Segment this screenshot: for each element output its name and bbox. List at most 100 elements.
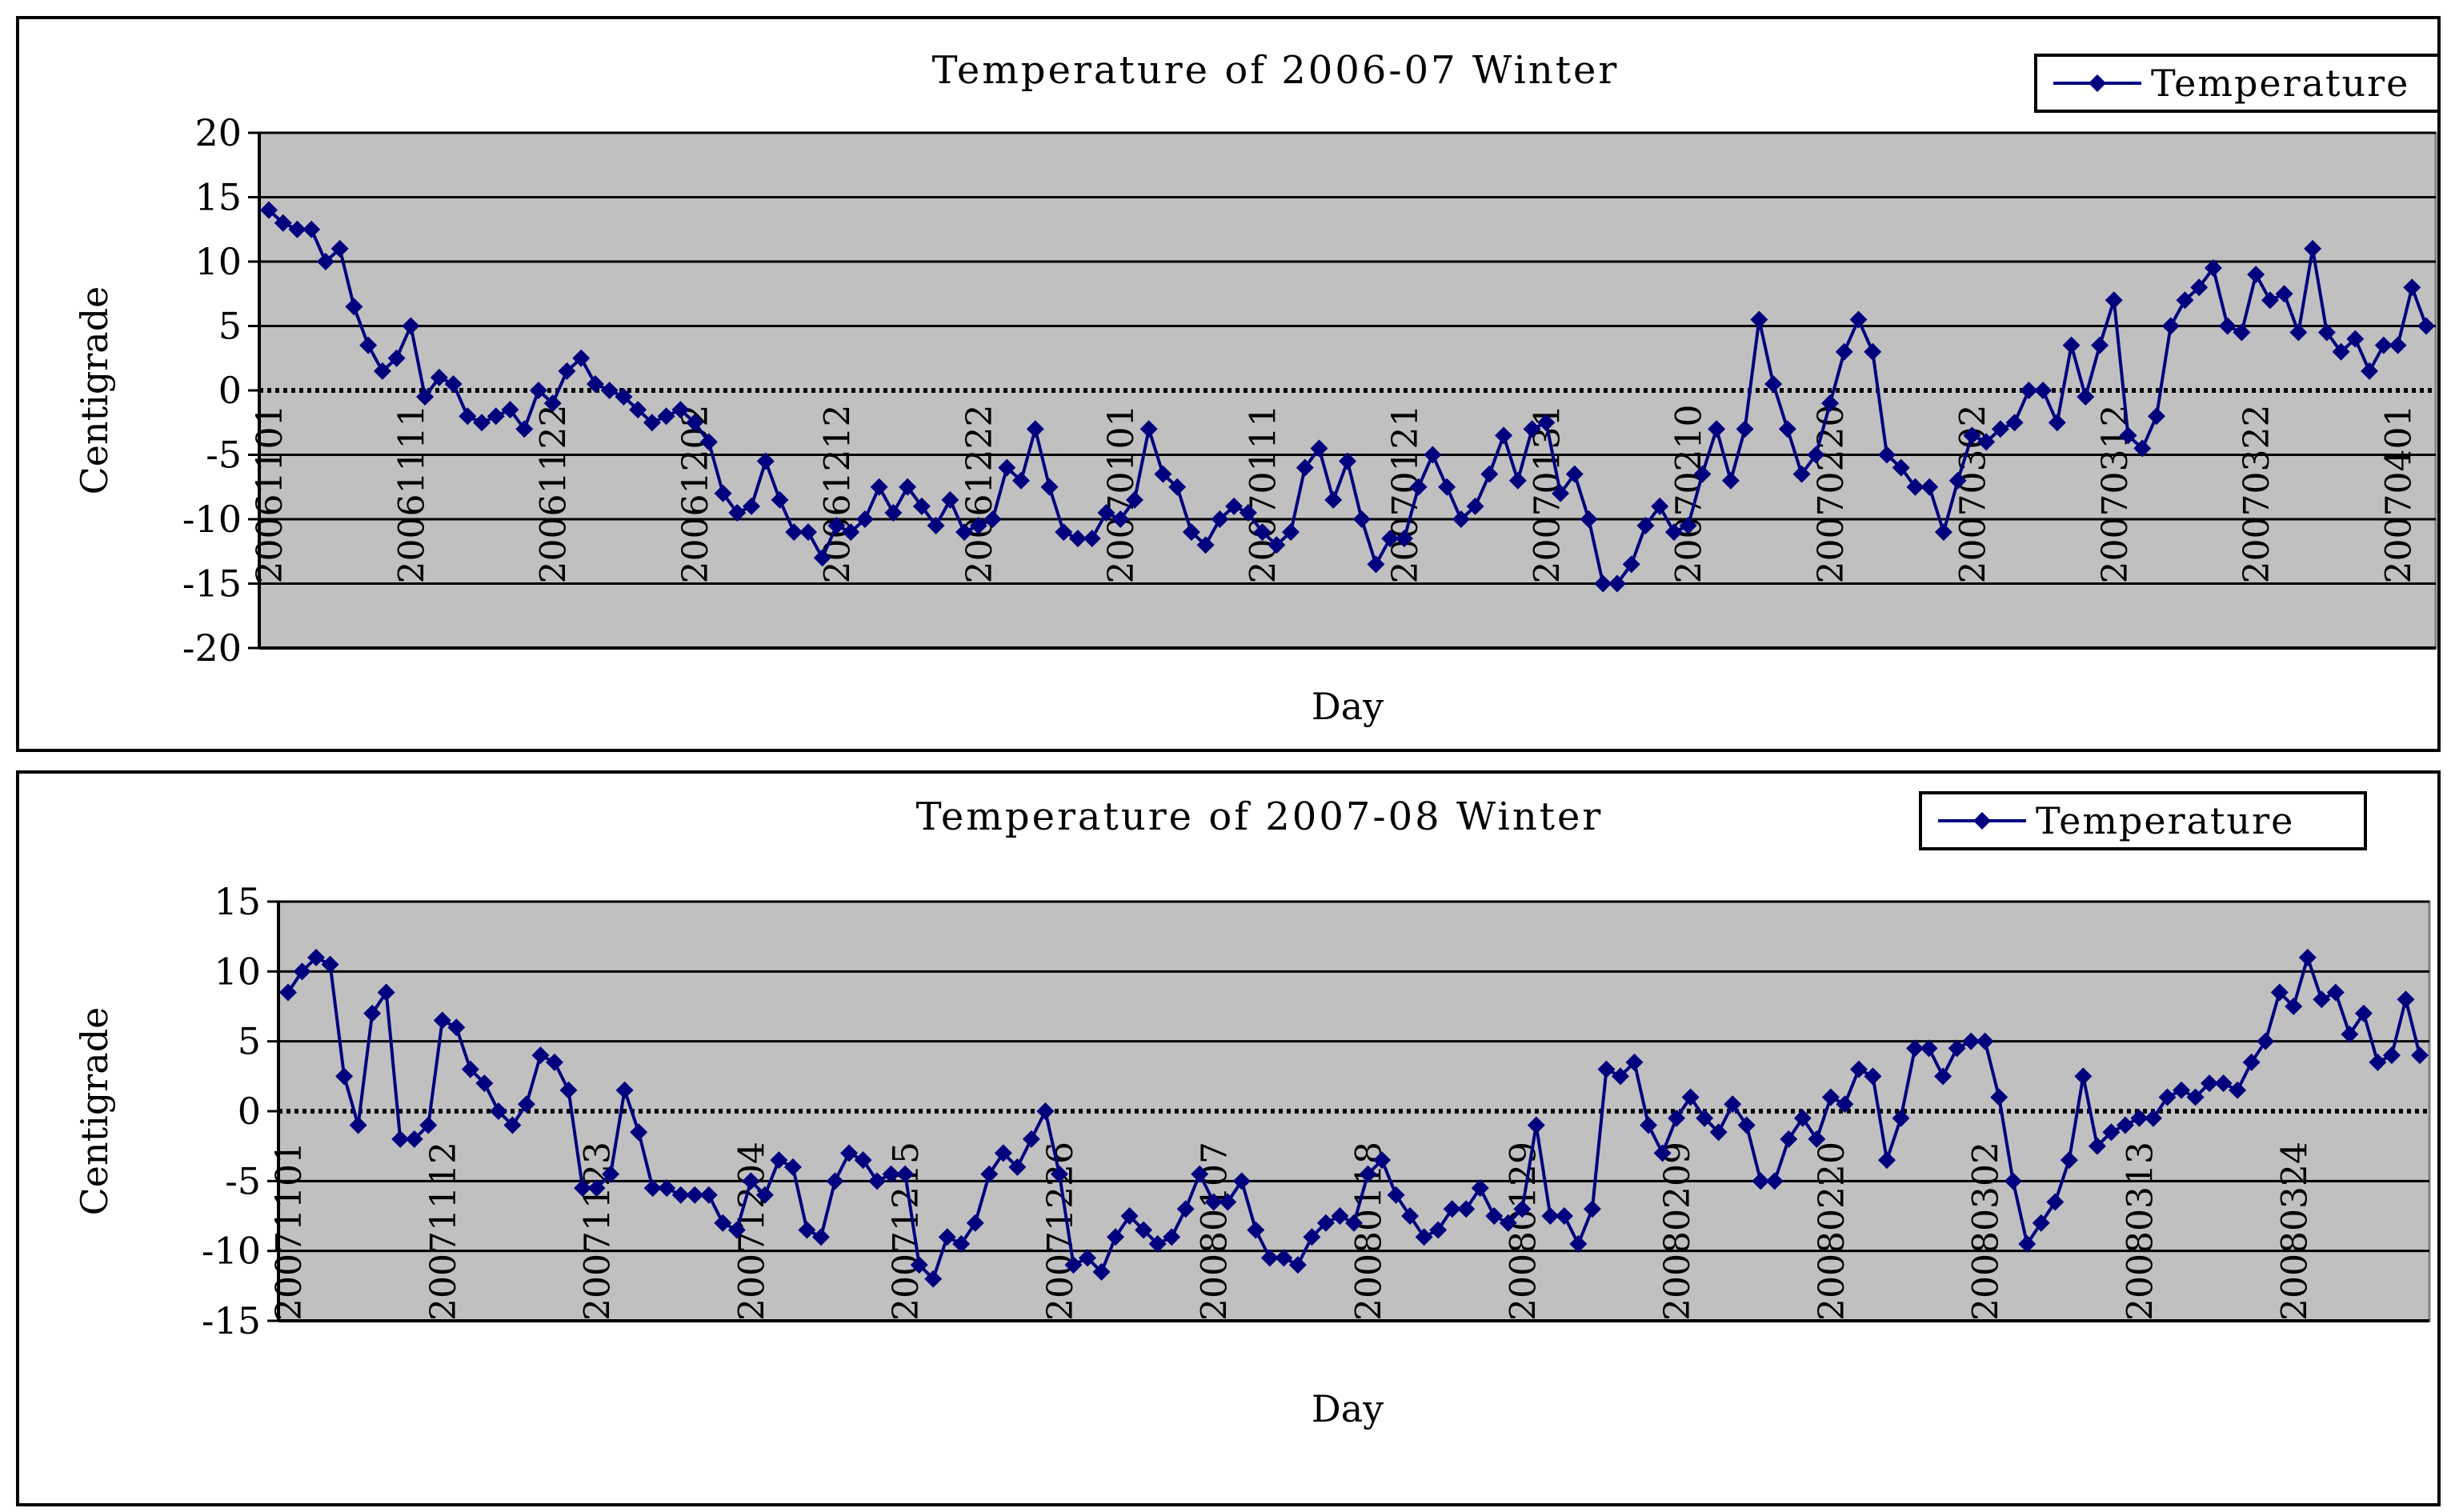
data-point	[2158, 1088, 2177, 1106]
data-point	[1352, 510, 1371, 528]
x-axis-label: Day	[1312, 685, 1384, 728]
data-point	[742, 1172, 760, 1190]
data-point	[387, 349, 406, 367]
data-point	[1275, 1249, 1293, 1267]
data-point	[349, 1116, 367, 1134]
data-point	[1608, 574, 1626, 593]
data-point	[1247, 1221, 1265, 1239]
data-point	[1331, 1207, 1349, 1225]
data-point	[501, 401, 519, 419]
data-point	[870, 478, 888, 496]
data-point	[1135, 1221, 1153, 1239]
data-point	[2346, 330, 2365, 348]
legend-marker	[1973, 812, 1991, 830]
data-point	[952, 1234, 971, 1253]
data-point	[615, 388, 633, 406]
data-point	[941, 490, 959, 509]
data-point	[2062, 336, 2081, 354]
data-point	[658, 1179, 676, 1198]
data-point	[2304, 239, 2322, 258]
data-point	[307, 948, 326, 966]
data-point	[899, 478, 917, 496]
x-tick-label: 20080129	[1503, 1142, 1544, 1321]
x-tick-label: 20070111	[1244, 405, 1284, 584]
data-point	[1083, 530, 1101, 548]
data-point	[671, 401, 690, 419]
data-point	[316, 253, 334, 270]
data-point	[1424, 446, 1442, 464]
x-tick-label: 20070401	[2379, 405, 2420, 584]
data-point	[1232, 1172, 1251, 1190]
data-point	[2130, 1109, 2149, 1127]
data-point	[293, 962, 311, 981]
data-point	[1835, 342, 1853, 361]
x-tick-label: 20070210	[1669, 405, 1710, 584]
data-point	[1934, 523, 1952, 542]
chart-2006-07: 20 15 10 5 0 -5 -10 -15 -20 20061101 20061111 20061…	[73, 48, 2437, 728]
data-point	[1079, 1249, 1096, 1267]
legend-marker	[2089, 74, 2106, 92]
data-point	[2116, 1116, 2134, 1134]
data-point	[2119, 426, 2137, 445]
data-point	[2411, 1046, 2429, 1065]
data-point	[260, 201, 278, 219]
data-point	[530, 382, 547, 399]
data-point	[1594, 574, 1612, 593]
data-point	[2354, 1004, 2373, 1022]
data-point	[1163, 1228, 1181, 1246]
data-point	[910, 1256, 928, 1274]
data-point	[826, 1172, 844, 1190]
data-point	[461, 1060, 479, 1078]
data-point	[998, 458, 1016, 477]
y-tick-label: -20	[182, 626, 242, 670]
data-point	[1864, 342, 1882, 361]
data-point	[572, 349, 591, 367]
x-tick-label: 20061222	[959, 405, 1000, 584]
data-point	[1836, 1095, 1854, 1114]
data-point	[2242, 1053, 2261, 1071]
data-point	[840, 1144, 859, 1162]
data-point	[1055, 523, 1073, 542]
data-point	[1580, 510, 1598, 528]
data-point	[884, 503, 903, 522]
data-point	[503, 1116, 522, 1134]
y-tick-label: 20	[194, 111, 242, 154]
data-point	[1415, 1228, 1433, 1246]
data-point	[586, 374, 604, 393]
data-point	[1260, 1249, 1279, 1267]
data-point	[1176, 1200, 1195, 1218]
data-point	[1523, 420, 1541, 438]
data-point	[1906, 478, 1924, 496]
data-point	[671, 1186, 690, 1204]
data-point	[2046, 1193, 2065, 1211]
data-point	[714, 484, 732, 502]
data-point	[1552, 484, 1570, 502]
data-point	[686, 414, 704, 432]
data-point	[1196, 536, 1215, 554]
data-point	[1821, 394, 1840, 413]
data-point	[2088, 1137, 2106, 1155]
data-point	[1282, 523, 1300, 542]
data-point	[2298, 948, 2317, 966]
data-point	[2148, 407, 2165, 426]
data-point	[1480, 465, 1499, 483]
data-point	[574, 1179, 592, 1198]
x-tick-label: 20061101	[250, 405, 290, 584]
data-point	[1345, 1214, 1363, 1232]
data-point	[2332, 342, 2350, 361]
x-tick-label: 20070220	[1811, 405, 1852, 584]
data-point	[868, 1172, 887, 1190]
data-point	[2313, 990, 2331, 1009]
data-point	[1721, 471, 1740, 490]
data-point	[2176, 291, 2194, 310]
data-point	[966, 1214, 984, 1232]
data-point	[600, 382, 619, 399]
data-point	[2229, 1081, 2247, 1099]
data-point	[1764, 374, 1783, 393]
x-tick-label: 20061122	[534, 405, 575, 584]
data-point	[1387, 1186, 1405, 1204]
data-point	[1977, 433, 1996, 451]
data-point	[1780, 1130, 1798, 1148]
data-point	[1204, 1193, 1223, 1211]
data-point	[2326, 983, 2345, 1002]
